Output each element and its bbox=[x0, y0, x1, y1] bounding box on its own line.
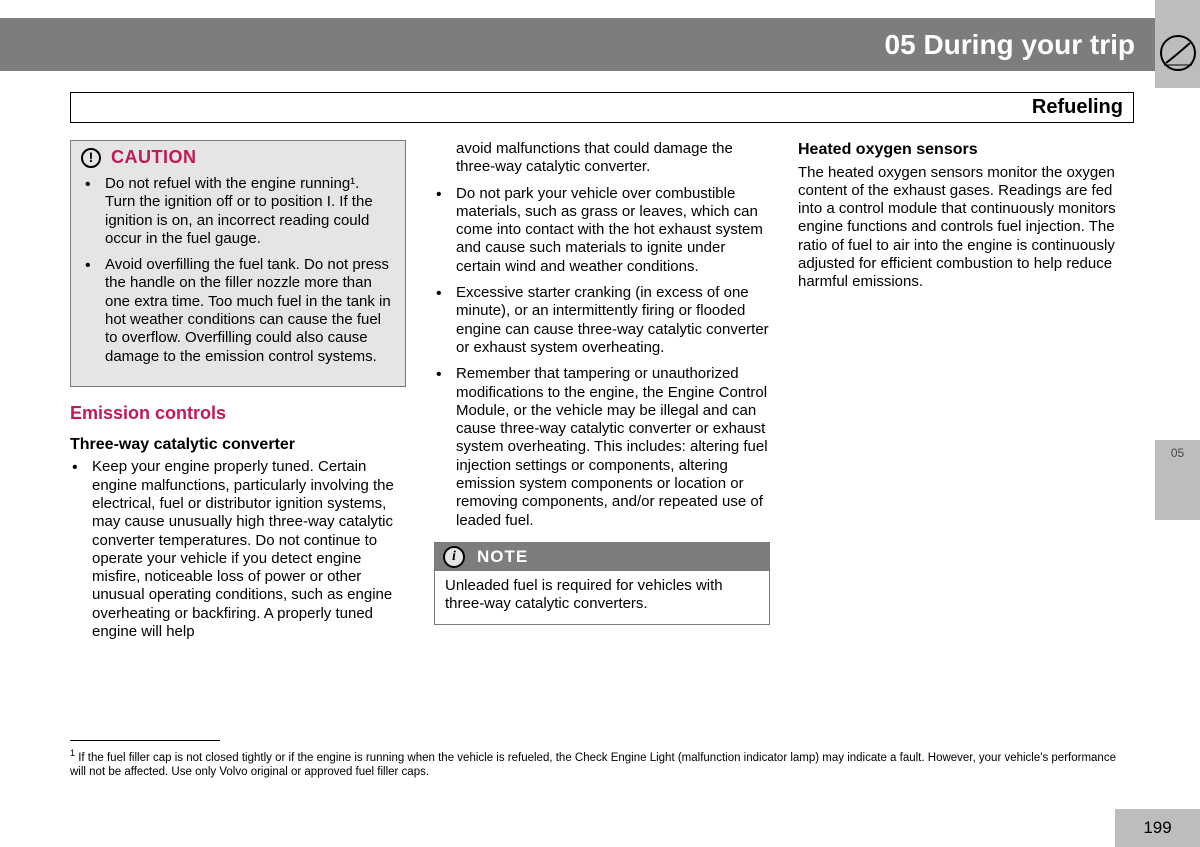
side-tab: 05 bbox=[1155, 440, 1200, 520]
continuation-text: avoid malfunctions that could damage the… bbox=[434, 140, 770, 177]
page-number-box: 199 bbox=[1115, 809, 1200, 847]
emission-list-col2: Do not park your vehicle over combustibl… bbox=[434, 185, 770, 530]
caution-item: Avoid overfilling the fuel tank. Do not … bbox=[83, 256, 393, 366]
oxygen-title: Heated oxygen sensors bbox=[798, 140, 1134, 160]
caution-item: Do not refuel with the engine running¹. … bbox=[83, 175, 393, 248]
info-icon: i bbox=[443, 546, 465, 568]
footnote: 1 If the fuel filler cap is not closed t… bbox=[70, 748, 1134, 779]
list-item: Keep your engine properly tuned. Certain… bbox=[70, 458, 406, 641]
page-number: 199 bbox=[1143, 818, 1171, 838]
column-2: avoid malfunctions that could damage the… bbox=[434, 140, 770, 649]
caution-label: CAUTION bbox=[111, 147, 197, 169]
caution-header: ! CAUTION bbox=[71, 141, 405, 173]
column-3: Heated oxygen sensors The heated oxygen … bbox=[798, 140, 1134, 649]
note-body: Unleaded fuel is required for vehicles w… bbox=[435, 571, 769, 624]
caution-list: Do not refuel with the engine running¹. … bbox=[83, 175, 393, 366]
footnote-text: If the fuel filler cap is not closed tig… bbox=[70, 752, 1116, 778]
note-box: i NOTE Unleaded fuel is required for veh… bbox=[434, 542, 770, 625]
column-1: ! CAUTION Do not refuel with the engine … bbox=[70, 140, 406, 649]
caution-box: ! CAUTION Do not refuel with the engine … bbox=[70, 140, 406, 387]
chapter-icon-box bbox=[1155, 0, 1200, 88]
note-header: i NOTE bbox=[435, 543, 769, 571]
note-label: NOTE bbox=[477, 547, 528, 568]
emission-list-col1: Keep your engine properly tuned. Certain… bbox=[70, 458, 406, 641]
chapter-header: 05 During your trip bbox=[0, 18, 1155, 71]
content-columns: ! CAUTION Do not refuel with the engine … bbox=[70, 140, 1134, 649]
oxygen-body: The heated oxygen sensors monitor the ox… bbox=[798, 164, 1134, 292]
list-item: Remember that tampering or unauthorized … bbox=[434, 365, 770, 530]
emission-subtitle: Three-way catalytic converter bbox=[70, 435, 406, 455]
road-icon bbox=[1160, 35, 1196, 71]
side-tab-label: 05 bbox=[1171, 446, 1184, 460]
footnote-rule bbox=[70, 740, 220, 741]
emission-title: Emission controls bbox=[70, 403, 406, 425]
caution-body: Do not refuel with the engine running¹. … bbox=[71, 173, 405, 386]
footnote-marker: 1 bbox=[70, 748, 75, 758]
section-header: Refueling bbox=[70, 92, 1134, 123]
list-item: Do not park your vehicle over combustibl… bbox=[434, 185, 770, 276]
exclamation-icon: ! bbox=[81, 148, 101, 168]
chapter-title: 05 During your trip bbox=[885, 29, 1135, 61]
list-item: Excessive starter cranking (in excess of… bbox=[434, 284, 770, 357]
